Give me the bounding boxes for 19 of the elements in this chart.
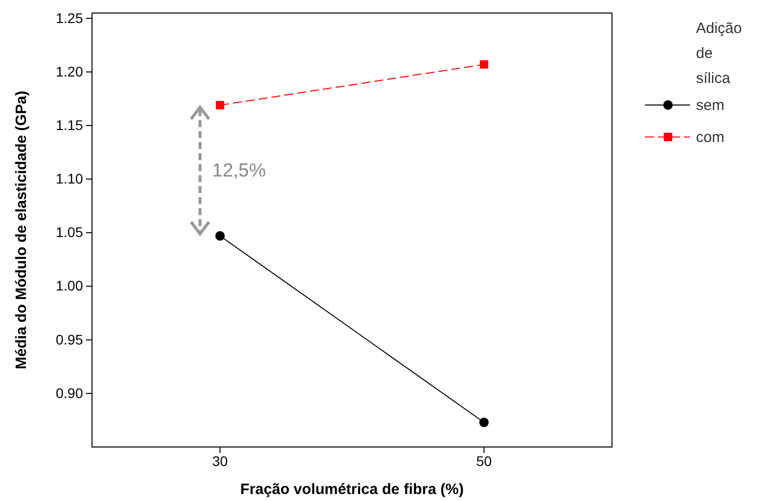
- point: [480, 60, 488, 69]
- point: [216, 100, 224, 110]
- x-tick-label: 30: [212, 452, 228, 469]
- y-tick-label: 0.95: [56, 331, 84, 348]
- y-axis-title: Média do Módulo de elasticidade (GPa): [13, 90, 30, 370]
- x-tick-label: 50: [476, 452, 492, 469]
- y-tick-label: 1.00: [56, 278, 84, 294]
- y-tick-label: 1.10: [56, 170, 84, 187]
- y-tick-label: 1.25: [56, 10, 84, 26]
- y-tick-label: 1.20: [56, 63, 84, 80]
- legend-label: com: [696, 129, 724, 146]
- y-tick-label: 1.05: [56, 224, 84, 240]
- point: [479, 418, 489, 428]
- x-axis-title: Fração volumétrica de fibra (%): [240, 481, 464, 498]
- y-tick-label: 1.15: [56, 117, 84, 133]
- point: [215, 231, 225, 241]
- legend-label: sem: [696, 97, 724, 114]
- y-tick-label: 0.90: [56, 384, 84, 401]
- annotation: 12,5%: [212, 160, 266, 182]
